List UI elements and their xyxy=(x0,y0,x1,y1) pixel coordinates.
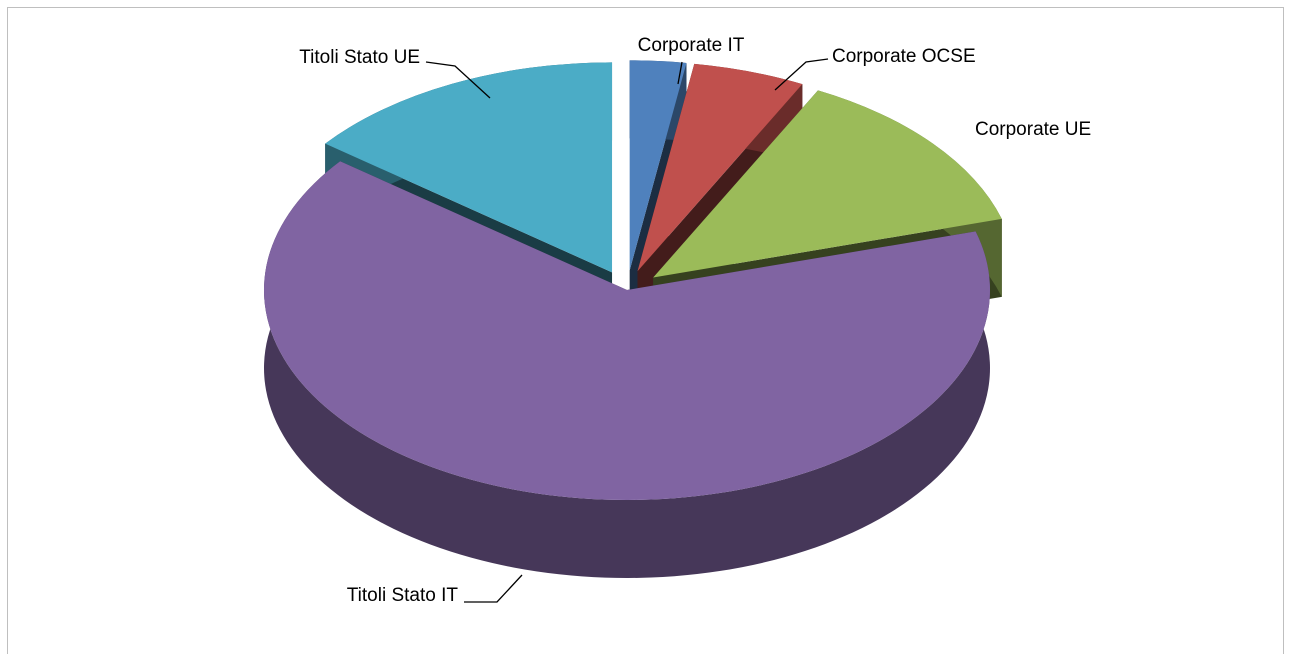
leader-line xyxy=(774,58,829,91)
slice xyxy=(629,60,687,271)
data-label: Titoli Stato IT xyxy=(347,585,459,606)
data-label: Corporate IT xyxy=(638,35,745,56)
data-label: Corporate OCSE xyxy=(832,46,976,67)
slice xyxy=(325,62,613,273)
leader-line xyxy=(464,574,523,603)
slice-side xyxy=(263,161,991,579)
data-label: Titoli Stato UE xyxy=(299,47,420,68)
leader-line xyxy=(677,61,683,85)
slice xyxy=(263,161,991,500)
data-label: Corporate UE xyxy=(975,119,1091,140)
slice xyxy=(637,63,803,272)
slice xyxy=(653,90,1002,278)
leader-line xyxy=(425,61,491,99)
